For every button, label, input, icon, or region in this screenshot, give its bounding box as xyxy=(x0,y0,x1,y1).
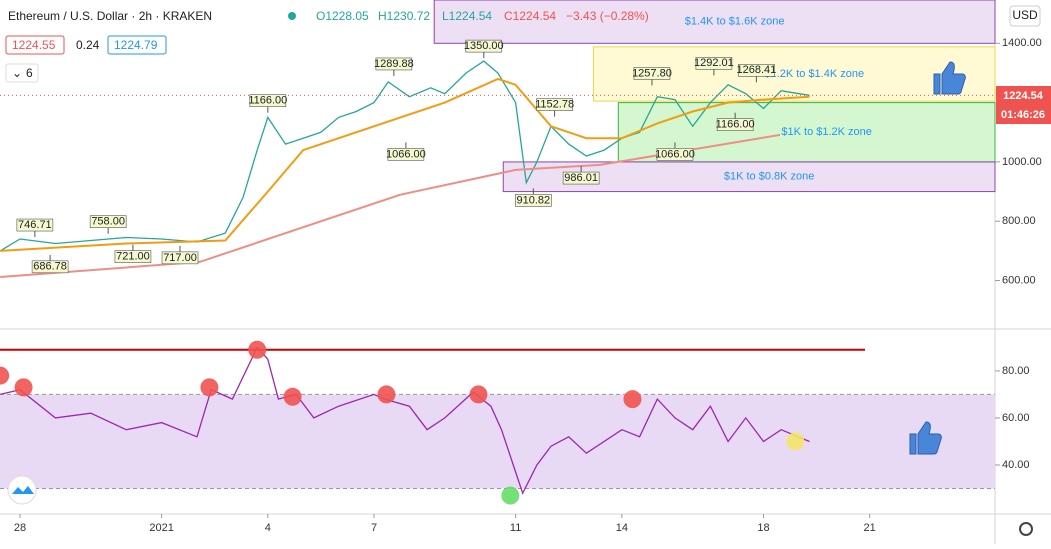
label-box xyxy=(515,194,552,207)
price-label: 986.01 xyxy=(564,172,598,184)
last-price: 1224.54 xyxy=(1003,90,1044,102)
rsi-marker xyxy=(200,378,219,397)
price-tick-label: 800.00 xyxy=(1002,215,1036,227)
currency-button[interactable] xyxy=(1009,5,1041,27)
time-tick-label: 4 xyxy=(265,522,271,534)
time-tick-label: 21 xyxy=(864,522,876,534)
time-tick-label: 2021 xyxy=(149,522,173,534)
price-label: 1066.00 xyxy=(386,148,426,160)
price-label: 910.82 xyxy=(517,194,551,206)
price-tag xyxy=(996,86,1051,124)
settings[interactable] xyxy=(1019,522,1033,536)
rsi-marker xyxy=(0,366,10,385)
rsi-tick-label: 40.00 xyxy=(1002,459,1030,471)
header: Ethereum / U.S. Dollar · 2h · KRAKEN O12… xyxy=(5,5,1051,536)
price-label: 721.00 xyxy=(116,251,150,263)
label-box xyxy=(562,171,600,185)
rsi-marker xyxy=(623,390,642,409)
countdown: 01:46:26 xyxy=(1001,109,1045,121)
rsi-marker xyxy=(786,432,805,451)
label-box xyxy=(465,39,503,53)
rsi-tick-label: 80.00 xyxy=(1002,365,1030,377)
ask: 1224.79 xyxy=(114,38,158,52)
plot-area: $1.4K to $1.6K zone $1.2K to $1.4K zone $1… xyxy=(0,0,1042,534)
price-label: 746.71 xyxy=(18,219,52,231)
price-label: 1350.00 xyxy=(464,40,504,52)
label-box xyxy=(656,148,694,161)
rsi-marker xyxy=(248,340,267,359)
bid: 1224.55 xyxy=(12,38,56,52)
label-box xyxy=(633,67,671,80)
series-line xyxy=(0,346,810,495)
price-label: 1152.78 xyxy=(535,99,574,111)
series-line xyxy=(0,77,810,252)
close: C1224.54 xyxy=(504,9,556,23)
series-line xyxy=(0,133,781,278)
label-box xyxy=(716,118,754,131)
label-box xyxy=(89,215,127,228)
logo[interactable] xyxy=(7,475,37,505)
open: O1228.05 xyxy=(316,9,369,23)
chevron: ⌄ xyxy=(12,66,22,80)
change: −3.43 (−0.28%) xyxy=(566,9,649,23)
price-tick-label: 1400.00 xyxy=(1002,37,1042,49)
label-box xyxy=(31,260,69,274)
price-label: 758.00 xyxy=(91,216,125,228)
status-dot xyxy=(288,12,296,20)
symbol: Ethereum / U.S. Dollar · 2h · KRAKEN xyxy=(8,9,212,23)
price-tick-label: 1000.00 xyxy=(1002,156,1042,168)
label-box xyxy=(695,57,733,70)
label-box xyxy=(249,94,287,107)
price-label: 1257.80 xyxy=(632,67,672,79)
price-label: 686.78 xyxy=(33,261,67,273)
label-box xyxy=(375,57,413,71)
label-box xyxy=(114,250,152,263)
indicator-count: 6 xyxy=(26,66,33,80)
time-tick-label: 18 xyxy=(757,522,769,534)
zone xyxy=(433,0,996,44)
logo-icon xyxy=(12,486,34,494)
time-tick-label: 7 xyxy=(371,522,377,534)
label-box xyxy=(536,98,573,111)
rsi-marker xyxy=(283,387,302,406)
label-box xyxy=(16,218,54,232)
low: L1224.54 xyxy=(442,9,492,23)
price-label: 1066.00 xyxy=(655,148,695,160)
rsi-marker xyxy=(469,385,488,404)
price-label: 1292.01 xyxy=(694,57,734,69)
rsi-tick-label: 60.00 xyxy=(1002,412,1030,424)
label-box xyxy=(738,64,775,77)
label-box xyxy=(387,148,425,161)
time-tick-label: 28 xyxy=(14,522,26,534)
rsi-marker xyxy=(377,385,396,404)
zone-label: $1.2K to $1.4K zone xyxy=(764,68,864,80)
zone-label: $1.4K to $1.6K zone xyxy=(685,16,785,28)
indicator-toggle[interactable] xyxy=(5,63,39,83)
label-box xyxy=(161,251,199,265)
rsi-marker xyxy=(501,486,520,505)
price-label: 1166.00 xyxy=(248,95,287,107)
rsi-marker xyxy=(14,378,33,397)
sell-box[interactable] xyxy=(5,35,65,55)
zone-label: $1K to $1.2K zone xyxy=(781,126,872,138)
price-label: 1166.00 xyxy=(716,119,755,131)
price-label: 1289.88 xyxy=(374,58,414,70)
time-tick-label: 14 xyxy=(616,522,628,534)
buy-box[interactable] xyxy=(107,35,167,55)
zone-label: $1K to $0.8K zone xyxy=(724,171,815,183)
series-line xyxy=(0,60,810,252)
time-tick-label: 11 xyxy=(510,522,521,534)
price-label: 717.00 xyxy=(163,252,197,264)
rsi-band xyxy=(0,394,995,489)
currency: USD xyxy=(1012,8,1038,22)
thumb-up xyxy=(933,61,966,95)
thumb-up xyxy=(909,421,942,455)
high: H1230.72 xyxy=(378,9,430,23)
price-label: 1268.41 xyxy=(737,64,777,76)
price-tick-label: 600.00 xyxy=(1002,274,1036,286)
spread: 0.24 xyxy=(76,38,100,52)
